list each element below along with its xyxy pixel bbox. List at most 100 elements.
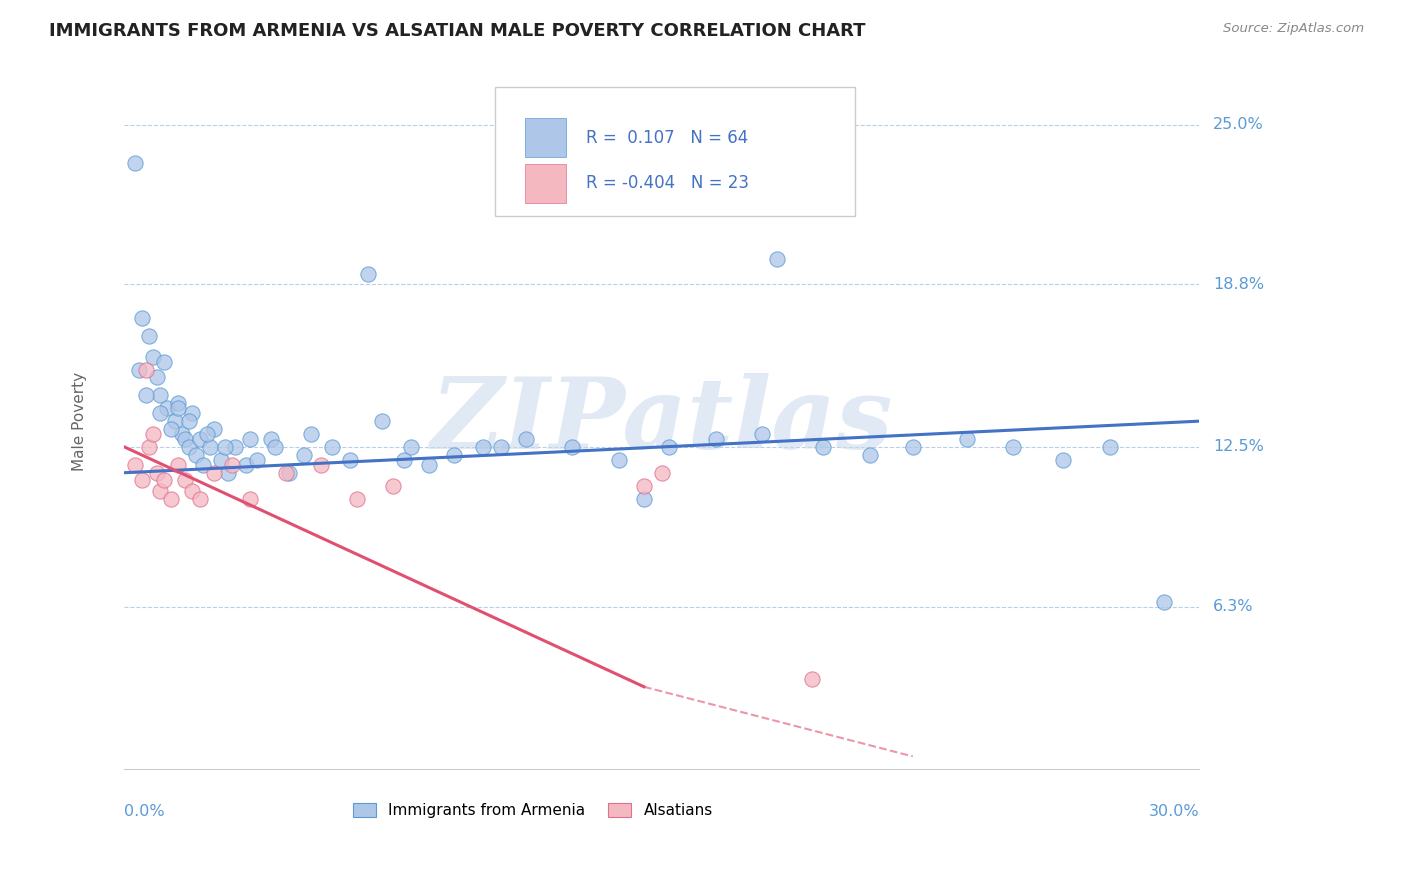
Point: [149, 483, 172, 498]
Text: ZIPatlas: ZIPatlas: [430, 373, 893, 469]
FancyBboxPatch shape: [495, 87, 855, 216]
Point: [181, 483, 204, 498]
Point: [181, 406, 204, 420]
Point: [142, 427, 165, 442]
Point: [658, 440, 681, 454]
Text: 25.0%: 25.0%: [1213, 117, 1264, 132]
Point: [221, 458, 243, 472]
Point: [145, 370, 167, 384]
Point: [471, 440, 494, 454]
Point: [163, 414, 186, 428]
Point: [443, 448, 465, 462]
Point: [149, 406, 172, 420]
Point: [515, 432, 537, 446]
Point: [188, 432, 211, 446]
Text: 18.8%: 18.8%: [1213, 277, 1264, 292]
Point: [1098, 440, 1121, 454]
Point: [149, 388, 172, 402]
Point: [170, 427, 193, 442]
Point: [177, 440, 200, 454]
Point: [138, 440, 160, 454]
Point: [128, 362, 150, 376]
Point: [292, 448, 315, 462]
Point: [1153, 595, 1175, 609]
Legend: Immigrants from Armenia, Alsatians: Immigrants from Armenia, Alsatians: [347, 797, 718, 824]
Point: [202, 422, 225, 436]
Point: [177, 414, 200, 428]
Point: [811, 440, 834, 454]
Point: [239, 491, 262, 506]
Point: [765, 252, 787, 266]
Point: [152, 355, 174, 369]
Point: [167, 458, 190, 472]
Text: R = -0.404   N = 23: R = -0.404 N = 23: [585, 175, 748, 193]
Point: [357, 267, 380, 281]
Point: [260, 432, 283, 446]
Point: [124, 156, 146, 170]
Point: [174, 474, 197, 488]
Text: 0.0%: 0.0%: [124, 804, 165, 819]
Point: [224, 440, 246, 454]
Point: [651, 466, 673, 480]
Point: [1002, 440, 1025, 454]
Text: R =  0.107   N = 64: R = 0.107 N = 64: [585, 128, 748, 146]
Point: [184, 448, 207, 462]
Point: [167, 396, 190, 410]
Text: Source: ZipAtlas.com: Source: ZipAtlas.com: [1223, 22, 1364, 36]
Point: [156, 401, 179, 416]
Point: [633, 478, 655, 492]
Point: [135, 362, 157, 376]
Point: [859, 448, 882, 462]
Point: [264, 440, 287, 454]
Point: [214, 440, 236, 454]
Point: [321, 440, 343, 454]
Point: [160, 422, 183, 436]
FancyBboxPatch shape: [526, 164, 567, 202]
Point: [278, 466, 301, 480]
Point: [399, 440, 422, 454]
Point: [124, 458, 146, 472]
Point: [371, 414, 394, 428]
Point: [704, 432, 727, 446]
Point: [188, 491, 211, 506]
Point: [142, 350, 165, 364]
Point: [167, 401, 190, 416]
Point: [392, 453, 415, 467]
Point: [607, 453, 630, 467]
Text: IMMIGRANTS FROM ARMENIA VS ALSATIAN MALE POVERTY CORRELATION CHART: IMMIGRANTS FROM ARMENIA VS ALSATIAN MALE…: [49, 22, 866, 40]
Point: [193, 458, 215, 472]
Text: 6.3%: 6.3%: [1213, 599, 1254, 615]
Point: [239, 432, 262, 446]
Point: [346, 491, 368, 506]
Point: [751, 427, 773, 442]
Text: 30.0%: 30.0%: [1149, 804, 1199, 819]
Text: 12.5%: 12.5%: [1213, 440, 1264, 454]
Point: [217, 466, 239, 480]
Point: [274, 466, 297, 480]
Point: [131, 474, 153, 488]
Point: [633, 491, 655, 506]
Point: [801, 672, 824, 686]
Point: [135, 388, 157, 402]
Point: [955, 432, 977, 446]
Point: [145, 466, 167, 480]
Point: [209, 453, 232, 467]
Point: [200, 440, 222, 454]
Point: [202, 466, 225, 480]
Point: [561, 440, 583, 454]
Point: [382, 478, 405, 492]
Point: [174, 432, 197, 446]
Point: [160, 491, 183, 506]
Point: [418, 458, 440, 472]
Point: [901, 440, 924, 454]
Point: [489, 440, 512, 454]
Point: [299, 427, 322, 442]
Point: [138, 329, 160, 343]
Point: [152, 474, 174, 488]
Point: [246, 453, 269, 467]
FancyBboxPatch shape: [526, 119, 567, 157]
Point: [131, 310, 153, 325]
Point: [339, 453, 361, 467]
Text: Male Poverty: Male Poverty: [72, 372, 87, 471]
Point: [235, 458, 257, 472]
